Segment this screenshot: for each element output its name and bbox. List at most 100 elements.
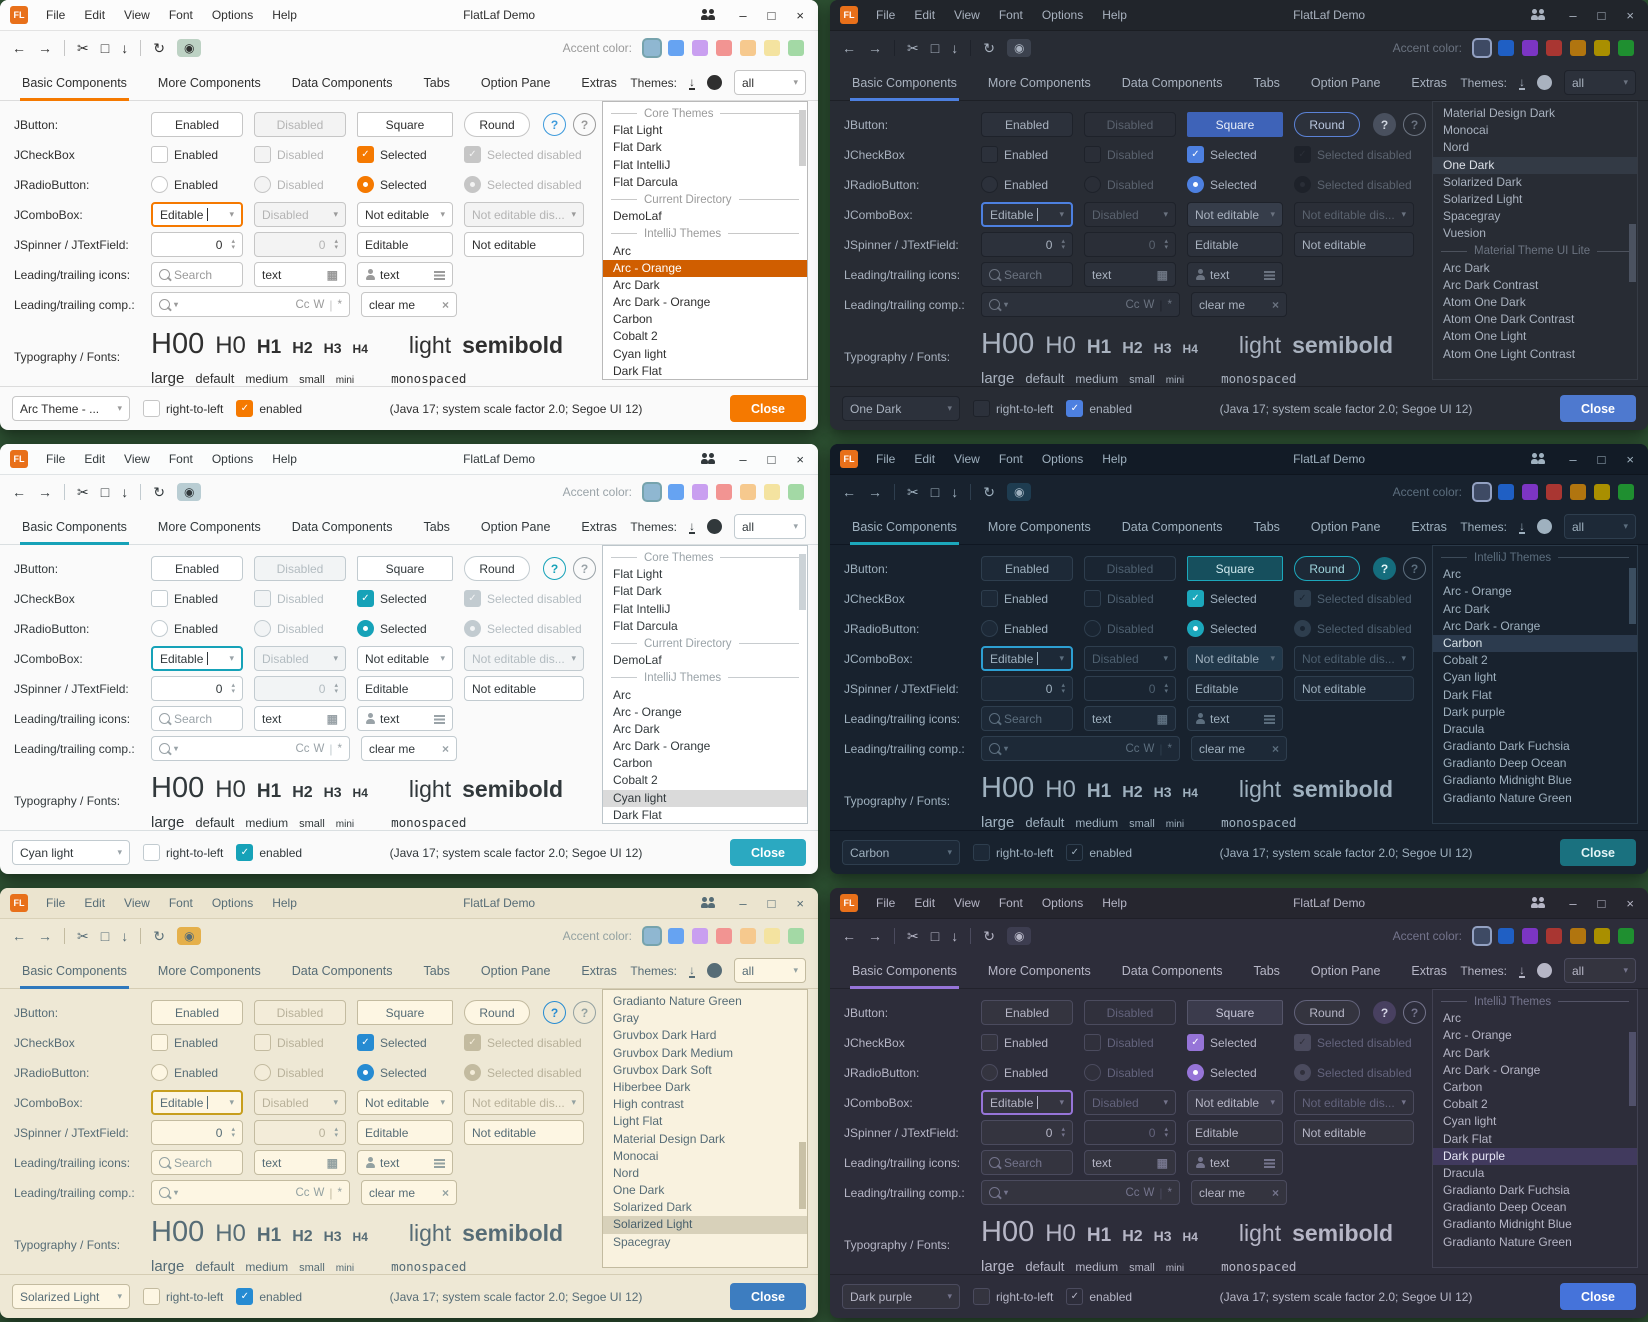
enabled-checkbox[interactable]: ✓ enabled bbox=[1066, 844, 1132, 861]
theme-list-item[interactable]: Monocai bbox=[1443, 123, 1489, 138]
search-options-field[interactable]: ▾ Cc W | * bbox=[981, 1180, 1180, 1205]
clear-me-field[interactable]: clear me × bbox=[361, 292, 457, 317]
theme-list-item[interactable]: Dark Flat bbox=[1443, 687, 1492, 702]
back-button[interactable]: ← bbox=[842, 40, 856, 56]
accent-swatch[interactable] bbox=[1594, 928, 1610, 944]
tab-basic-components[interactable]: Basic Components bbox=[850, 964, 959, 989]
theme-list-item[interactable]: Gruvbox Dark Hard bbox=[613, 1028, 717, 1043]
close-window-button[interactable]: × bbox=[1626, 451, 1634, 467]
menu-view[interactable]: View bbox=[124, 896, 150, 910]
maximize-button[interactable]: □ bbox=[1597, 451, 1606, 467]
accent-swatch[interactable] bbox=[740, 928, 756, 944]
spinner[interactable]: 0 ▴ ▾ bbox=[981, 1120, 1073, 1145]
cut-icon[interactable]: ✂ bbox=[907, 40, 919, 56]
tab-more-components[interactable]: More Components bbox=[157, 964, 261, 978]
calendar-field[interactable]: text ▦ bbox=[1084, 706, 1176, 731]
accent-swatch[interactable] bbox=[1618, 484, 1634, 500]
accent-swatch[interactable] bbox=[788, 40, 804, 56]
theme-list-item[interactable]: Arc Dark bbox=[1443, 601, 1490, 616]
combo-not-editable[interactable]: Not editable ▾ bbox=[1187, 646, 1283, 671]
back-button[interactable]: ← bbox=[12, 484, 26, 500]
enabled-button[interactable]: Enabled bbox=[151, 1000, 243, 1025]
tab-more-components[interactable]: More Components bbox=[987, 520, 1091, 534]
tab-basic-components[interactable]: Basic Components bbox=[20, 964, 129, 989]
menu-options[interactable]: Options bbox=[211, 896, 254, 910]
theme-list-item[interactable]: DemoLaf bbox=[613, 209, 662, 224]
maximize-button[interactable]: □ bbox=[767, 451, 776, 467]
help-icon[interactable]: ? bbox=[1403, 1001, 1426, 1024]
combo-editable[interactable]: Editable ▾ bbox=[981, 646, 1073, 671]
themes-filter-combo[interactable]: all ▾ bbox=[734, 70, 806, 95]
close-button[interactable]: Close bbox=[730, 839, 806, 866]
accent-swatch[interactable] bbox=[1594, 484, 1610, 500]
scrollbar-thumb[interactable] bbox=[799, 554, 806, 610]
minimize-button[interactable]: – bbox=[1569, 895, 1577, 911]
help-icon[interactable]: ? bbox=[1373, 557, 1396, 580]
cut-icon[interactable]: ✂ bbox=[77, 484, 89, 500]
clear-me-field[interactable]: clear me × bbox=[1191, 1180, 1287, 1205]
theme-list-item[interactable]: Flat IntelliJ bbox=[613, 157, 671, 172]
help-icon[interactable]: ? bbox=[573, 113, 596, 136]
close-button[interactable]: Close bbox=[730, 1283, 806, 1310]
calendar-field[interactable]: text ▦ bbox=[254, 262, 346, 287]
whole-words-toggle[interactable]: W bbox=[313, 742, 325, 755]
close-window-button[interactable]: × bbox=[796, 7, 804, 23]
accent-swatch[interactable] bbox=[1522, 484, 1538, 500]
help-icon[interactable]: ? bbox=[543, 557, 566, 580]
menu-view[interactable]: View bbox=[954, 452, 980, 466]
scrollbar-thumb[interactable] bbox=[799, 1142, 806, 1209]
clear-me-field[interactable]: clear me × bbox=[361, 736, 457, 761]
search-field[interactable]: Search bbox=[981, 1150, 1073, 1175]
theme-list-item[interactable]: Nord bbox=[613, 1165, 640, 1180]
regex-toggle[interactable]: * bbox=[337, 742, 342, 755]
checkbox-enabled[interactable]: Enabled bbox=[981, 590, 1073, 607]
theme-list-item[interactable]: Arc Dark - Orange bbox=[613, 295, 711, 310]
regex-toggle[interactable]: * bbox=[1167, 742, 1172, 755]
square-button[interactable]: Square bbox=[1187, 112, 1283, 137]
radio-selected[interactable]: Selected bbox=[1187, 176, 1283, 193]
menu-edit[interactable]: Edit bbox=[914, 452, 936, 466]
spinner[interactable]: 0 ▴ ▾ bbox=[151, 676, 243, 701]
tab-data-components[interactable]: Data Components bbox=[291, 520, 393, 534]
accent-swatch[interactable] bbox=[1498, 484, 1514, 500]
theme-list-item[interactable]: Gradianto Deep Ocean bbox=[1443, 1200, 1567, 1215]
accent-swatch[interactable] bbox=[668, 40, 684, 56]
paste-icon[interactable]: ↓ bbox=[121, 928, 129, 944]
accent-swatch[interactable] bbox=[1546, 928, 1562, 944]
themes-filter-combo[interactable]: all ▾ bbox=[1564, 70, 1636, 95]
combo-not-editable[interactable]: Not editable ▾ bbox=[357, 1090, 453, 1115]
theme-list-item[interactable]: Arc - Orange bbox=[1443, 584, 1512, 599]
search-options-field[interactable]: ▾ Cc W | * bbox=[151, 1180, 350, 1205]
accent-swatch[interactable] bbox=[668, 928, 684, 944]
accent-swatch[interactable] bbox=[692, 928, 708, 944]
users-icon[interactable] bbox=[1531, 9, 1548, 21]
whole-words-toggle[interactable]: W bbox=[1143, 1186, 1155, 1199]
menu-font[interactable]: Font bbox=[998, 452, 1023, 466]
enabled-button[interactable]: Enabled bbox=[981, 556, 1073, 581]
theme-list-item[interactable]: Light Flat bbox=[613, 1114, 663, 1129]
theme-list-item[interactable]: Arc bbox=[1443, 1011, 1461, 1026]
accent-swatch[interactable] bbox=[1522, 40, 1538, 56]
minimize-button[interactable]: – bbox=[1569, 451, 1577, 467]
theme-list-item[interactable]: Arc Dark bbox=[613, 277, 660, 292]
theme-list-item[interactable]: Arc Dark bbox=[1443, 260, 1490, 275]
tab-more-components[interactable]: More Components bbox=[157, 520, 261, 534]
theme-list-item[interactable]: Spacegray bbox=[613, 1234, 671, 1249]
tab-data-components[interactable]: Data Components bbox=[1121, 964, 1223, 978]
maximize-button[interactable]: □ bbox=[767, 895, 776, 911]
person-field[interactable]: text bbox=[357, 262, 453, 287]
copy-icon[interactable]: □ bbox=[100, 484, 110, 500]
menu-help[interactable]: Help bbox=[1102, 896, 1127, 910]
scrollbar-thumb[interactable] bbox=[799, 110, 806, 166]
maximize-button[interactable]: □ bbox=[1597, 7, 1606, 23]
tab-basic-components[interactable]: Basic Components bbox=[850, 520, 959, 545]
copy-icon[interactable]: □ bbox=[930, 484, 940, 500]
menu-help[interactable]: Help bbox=[1102, 452, 1127, 466]
github-icon[interactable] bbox=[1537, 963, 1552, 978]
tab-basic-components[interactable]: Basic Components bbox=[20, 520, 129, 545]
calendar-field[interactable]: text ▦ bbox=[1084, 262, 1176, 287]
accent-swatch-selected[interactable] bbox=[1474, 484, 1490, 500]
cut-icon[interactable]: ✂ bbox=[907, 484, 919, 500]
download-icon[interactable]: ↓ bbox=[1519, 518, 1525, 534]
match-case-toggle[interactable]: Cc bbox=[1125, 742, 1140, 755]
